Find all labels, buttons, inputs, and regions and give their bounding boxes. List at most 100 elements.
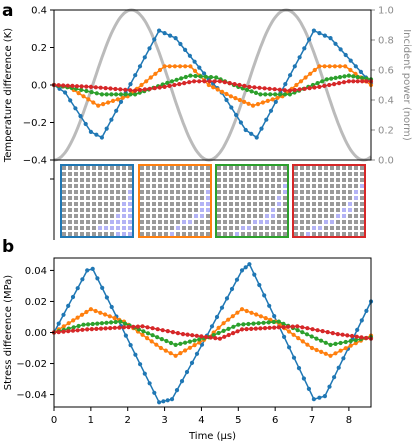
inset-cell <box>74 202 78 206</box>
inset-cell <box>312 214 316 218</box>
inset-cell <box>146 208 150 212</box>
inset-cell <box>348 172 352 176</box>
a-series-point-orange <box>220 89 225 94</box>
inset-cell <box>200 172 204 176</box>
a-series-point-red <box>217 79 222 84</box>
b-series-point-red <box>203 334 209 340</box>
inset-cell <box>330 166 334 170</box>
inset-cell <box>116 196 120 200</box>
inset-cell <box>283 202 287 206</box>
a-series-point-blue <box>152 37 157 42</box>
inset-cell <box>116 178 120 182</box>
inset-cell <box>223 178 227 182</box>
b-series-point-orange <box>84 309 89 315</box>
inset-cell <box>306 202 310 206</box>
inset-cell <box>300 202 304 206</box>
inset-cell <box>336 208 340 212</box>
inset-cell <box>86 178 90 182</box>
a-series-point-red <box>272 87 277 92</box>
inset-cell <box>312 232 316 236</box>
inset-cell <box>235 232 239 236</box>
b-series-point-red <box>126 325 131 330</box>
inset-cell <box>348 166 352 170</box>
b-series-point-orange <box>216 325 221 330</box>
b-series-point-blue <box>152 390 157 395</box>
inset-cell <box>92 232 96 236</box>
inset-cell <box>217 232 221 236</box>
inset-cell <box>80 196 84 200</box>
b-series-point-red <box>345 333 350 338</box>
a-series-point-blue <box>283 82 288 87</box>
inset-cell <box>277 232 281 236</box>
b-x-tick-label: 8 <box>346 415 352 426</box>
inset-cell <box>164 208 168 212</box>
a-series-point-orange <box>120 95 125 100</box>
a-series-point-red <box>341 80 347 85</box>
b-series-point-green <box>314 336 319 341</box>
inset-cell <box>122 226 126 230</box>
b-y-tick-label: 0.02 <box>25 297 47 308</box>
a-right-axis-label: Incident power (norm) <box>401 29 412 141</box>
inset-cell <box>80 190 84 194</box>
b-series-point-red <box>85 327 90 332</box>
inset-cell <box>348 220 352 224</box>
b-series-point-orange <box>173 353 178 358</box>
inset-cell <box>146 202 150 206</box>
inset-cell <box>104 166 108 170</box>
b-series-point-blue <box>287 345 292 350</box>
b-series-point-red <box>80 327 85 332</box>
inset-cell <box>360 226 364 230</box>
inset-cell <box>74 190 78 194</box>
inset-cell <box>265 220 269 224</box>
a-series-point-red <box>187 80 192 85</box>
a-series-point-orange <box>215 87 220 92</box>
inset-cell <box>152 208 156 212</box>
a-series-point-red <box>177 82 182 87</box>
inset-cell <box>294 166 298 170</box>
b-series-point-green <box>256 321 261 326</box>
b-series-point-blue <box>169 397 175 402</box>
inset-cell <box>80 220 84 224</box>
a-series-point-orange <box>312 67 317 73</box>
inset-cell <box>152 196 156 200</box>
a-series-point-red <box>257 85 262 90</box>
inset-cell <box>92 178 96 182</box>
inset-cell <box>229 172 233 176</box>
b-series-point-blue <box>252 272 257 277</box>
inset-cell <box>354 166 358 170</box>
a-y-tick-label: −0.4 <box>23 156 47 167</box>
inset-cell <box>92 208 96 212</box>
inset-cell <box>360 184 364 188</box>
inset-cell <box>194 172 198 176</box>
inset-cell <box>324 166 328 170</box>
inset-cell <box>140 196 144 200</box>
inset-cell <box>336 190 340 194</box>
inset-cell <box>164 196 168 200</box>
a-series-point-blue <box>83 121 88 127</box>
inset-cell <box>330 190 334 194</box>
b-series-point-red <box>239 327 245 332</box>
b-series-point-green <box>95 321 100 326</box>
inset-cell <box>68 172 72 176</box>
inset-cell <box>247 202 251 206</box>
inset-cell <box>223 226 227 230</box>
inset-cell <box>265 196 269 200</box>
inset-cell <box>164 172 168 176</box>
inset-cell <box>110 220 114 224</box>
b-series-point-blue <box>56 321 61 326</box>
b-y-axis-label: Stress difference (MPa) <box>3 275 14 391</box>
a-series-point-orange <box>233 96 238 101</box>
a-series-point-green <box>333 75 338 80</box>
inset-cell <box>62 232 66 236</box>
a-series-point-blue <box>322 33 327 38</box>
b-series-point-blue <box>179 379 185 384</box>
a-series-point-orange <box>322 64 327 69</box>
a-series-point-orange <box>265 98 270 103</box>
inset-cell <box>74 220 78 224</box>
inset-cell <box>104 190 108 194</box>
inset-cell <box>217 178 221 182</box>
inset-cell <box>62 196 66 200</box>
b-series-point-red <box>349 333 355 339</box>
a-series-point-green <box>245 87 250 92</box>
inset-cell <box>324 202 328 206</box>
